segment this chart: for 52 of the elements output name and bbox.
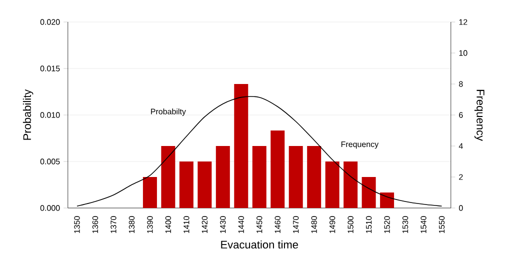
y2-tick-label: 0 (458, 205, 463, 211)
y-axis-title: Probability (22, 89, 34, 140)
bar (252, 146, 266, 208)
x-tick-label: 1550 (438, 216, 445, 233)
bar (216, 146, 230, 208)
x-tick-label: 1410 (184, 216, 190, 233)
bar (161, 146, 176, 208)
x-tick-label: 1510 (366, 216, 372, 233)
bar (325, 162, 340, 208)
bar (344, 162, 358, 208)
x-tick-label: 1360 (92, 216, 98, 233)
x-tick-label: 1500 (348, 216, 354, 233)
bar (234, 84, 248, 208)
series-label: Frequency (341, 142, 379, 149)
bar (270, 130, 285, 208)
x-tick-label: 1430 (220, 216, 226, 233)
x-tick-label: 1380 (128, 216, 135, 233)
x-tick-label: 1420 (202, 216, 208, 233)
bar (142, 177, 157, 208)
x-tick-label: 1520 (384, 216, 390, 233)
y-tick-label: 0.020 (40, 19, 60, 25)
bar (380, 192, 394, 208)
x-tick-label: 1400 (165, 216, 172, 233)
x-tick-label: 1530 (402, 216, 408, 233)
y-tick-label: 0.010 (40, 112, 60, 118)
x-tick-label: 1440 (238, 216, 244, 233)
y2-tick-label: 12 (459, 19, 468, 25)
x-tick-label: 1480 (311, 216, 317, 233)
x-tick-label: 1390 (147, 216, 153, 233)
y-tick-label: 0.015 (40, 66, 60, 72)
y2-tick-label: 10 (459, 50, 468, 56)
series-label: Probabilty (151, 108, 186, 116)
x-tick-label: 1460 (274, 216, 280, 233)
y2-tick-label: 4 (458, 143, 463, 149)
x-tick-label: 1370 (110, 216, 116, 233)
bar (198, 162, 212, 208)
y-tick-label: 0.005 (40, 158, 60, 164)
y2-tick-label: 6 (459, 112, 463, 118)
x-tick-label: 1490 (330, 216, 336, 233)
y2-tick-label: 8 (459, 81, 463, 87)
x-tick-label: 1450 (256, 216, 262, 233)
y-tick-label: 0.000 (40, 205, 60, 211)
x-tick-label: 1540 (420, 216, 426, 233)
y2-tick-label: 2 (459, 174, 463, 180)
bar (179, 162, 194, 208)
x-tick-label: 1350 (74, 216, 80, 233)
x-tick-label: 1470 (293, 216, 299, 233)
bar (307, 146, 322, 208)
x-axis-title: Evacuation time (221, 240, 298, 249)
y2-axis-title: Frequency (474, 90, 484, 141)
bar (362, 177, 376, 208)
bar (288, 146, 303, 208)
